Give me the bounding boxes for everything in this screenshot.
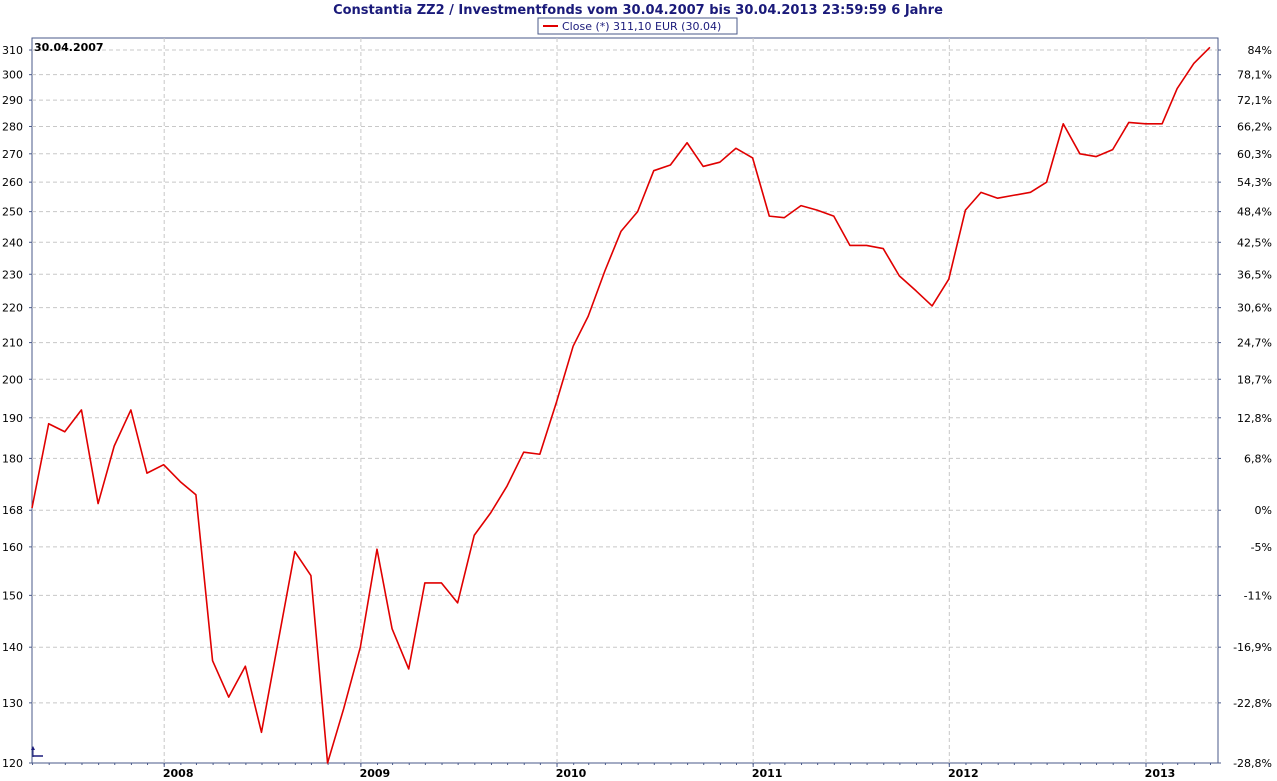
y-right-tick-label: 60,3%: [1237, 148, 1272, 161]
y-right-tick-label: 48,4%: [1237, 206, 1272, 219]
y-right-tick-label: 18,7%: [1237, 373, 1272, 386]
y-right-tick-label: 54,3%: [1237, 176, 1272, 189]
y-left-tick-label: 190: [2, 412, 23, 425]
grid: [32, 38, 1218, 763]
x-tick-label-2011: 2011: [752, 767, 783, 780]
y-right-tick-label: -11%: [1244, 589, 1272, 602]
legend: Close (*) 311,10 EUR (30.04): [537, 17, 738, 35]
x-tick-label-2012: 2012: [948, 767, 979, 780]
y-left-tick-label: 280: [2, 120, 23, 133]
y-right-tick-label: 72,1%: [1237, 94, 1272, 107]
y-left-tick-label: 240: [2, 236, 23, 249]
x-tick-label-2009: 2009: [360, 767, 391, 780]
y-left-tick-label: 270: [2, 148, 23, 161]
legend-label: Close (*) 311,10 EUR (30.04): [562, 20, 721, 33]
series-line-close: [31, 46, 1211, 764]
y-right-tick-label: 66,2%: [1237, 120, 1272, 133]
start-date-label: 30.04.2007: [34, 41, 104, 54]
legend-box: [537, 17, 738, 35]
y-right-tick-label: 78,1%: [1237, 69, 1272, 82]
y-right-tick-label: 30,6%: [1237, 302, 1272, 315]
y-left-tick-label: 168: [2, 504, 23, 517]
y-right-tick-label: 12,8%: [1237, 412, 1272, 425]
plot-area: [31, 37, 1219, 764]
y-left-tick-label: 140: [2, 641, 23, 654]
x-axis: 2008 2009 2010 2011 2012 2013: [32, 763, 1211, 780]
y-right-tick-label: 84%: [1248, 44, 1272, 57]
y-left-tick-label: 160: [2, 541, 23, 554]
y-right-tick-label: 42,5%: [1237, 236, 1272, 249]
y-right-tick-label: -22,8%: [1233, 697, 1272, 710]
y-left-tick-label: 200: [2, 373, 23, 386]
y-left-tick-label: 260: [2, 176, 23, 189]
y-right-tick-label: -5%: [1251, 541, 1272, 554]
y-right-tick-label: 24,7%: [1237, 337, 1272, 350]
y-left-tick-label: 220: [2, 302, 23, 315]
y-axis-left: 310 300 290 280 270 260 250 240 230 220 210 200 190 1…: [2, 44, 32, 770]
y-right-tick-label: 0%: [1255, 504, 1272, 517]
y-left-tick-label: 230: [2, 268, 23, 281]
y-right-tick-label: -28,8%: [1233, 757, 1272, 770]
y-left-tick-label: 310: [2, 44, 23, 57]
y-left-tick-label: 250: [2, 206, 23, 219]
y-left-tick-label: 150: [2, 589, 23, 602]
x-tick-label-2010: 2010: [556, 767, 587, 780]
y-left-tick-label: 210: [2, 337, 23, 350]
chart-title: Constantia ZZ2 / Investmentfonds vom 30.…: [333, 3, 943, 18]
x-tick-label-2013: 2013: [1145, 767, 1176, 780]
y-left-tick-label: 130: [2, 697, 23, 710]
y-right-tick-label: 6,8%: [1244, 452, 1272, 465]
y-axis-right: 84% 78,1% 72,1% 66,2% 60,3% 54,3% 48,4% 42,5% 36…: [1218, 44, 1272, 770]
y-right-tick-label: 36,5%: [1237, 268, 1272, 281]
x-tick-label-2008: 2008: [163, 767, 194, 780]
y-left-tick-label: 290: [2, 94, 23, 107]
y-left-tick-label: 180: [2, 452, 23, 465]
y-right-tick-label: -16,9%: [1233, 641, 1272, 654]
corner-marker-icon: [31, 746, 43, 757]
y-left-tick-label: 120: [2, 757, 23, 770]
y-left-tick-label: 300: [2, 69, 23, 82]
